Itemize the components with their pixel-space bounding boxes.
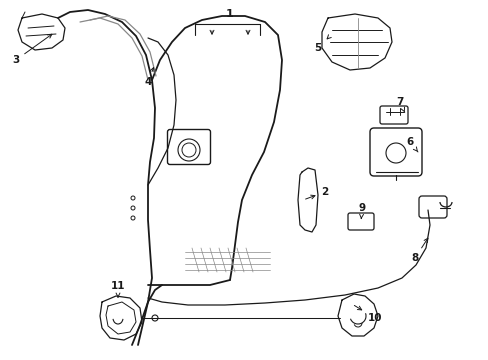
Text: 1: 1 [225, 9, 233, 19]
Text: 11: 11 [110, 281, 125, 297]
Text: 10: 10 [354, 305, 382, 323]
Text: 3: 3 [12, 34, 52, 65]
Text: 4: 4 [144, 68, 154, 87]
Text: 9: 9 [358, 203, 365, 219]
Text: 2: 2 [305, 187, 328, 199]
Text: 5: 5 [314, 35, 330, 53]
Text: 6: 6 [406, 137, 417, 152]
Text: 8: 8 [410, 238, 427, 263]
Text: 7: 7 [395, 97, 404, 112]
